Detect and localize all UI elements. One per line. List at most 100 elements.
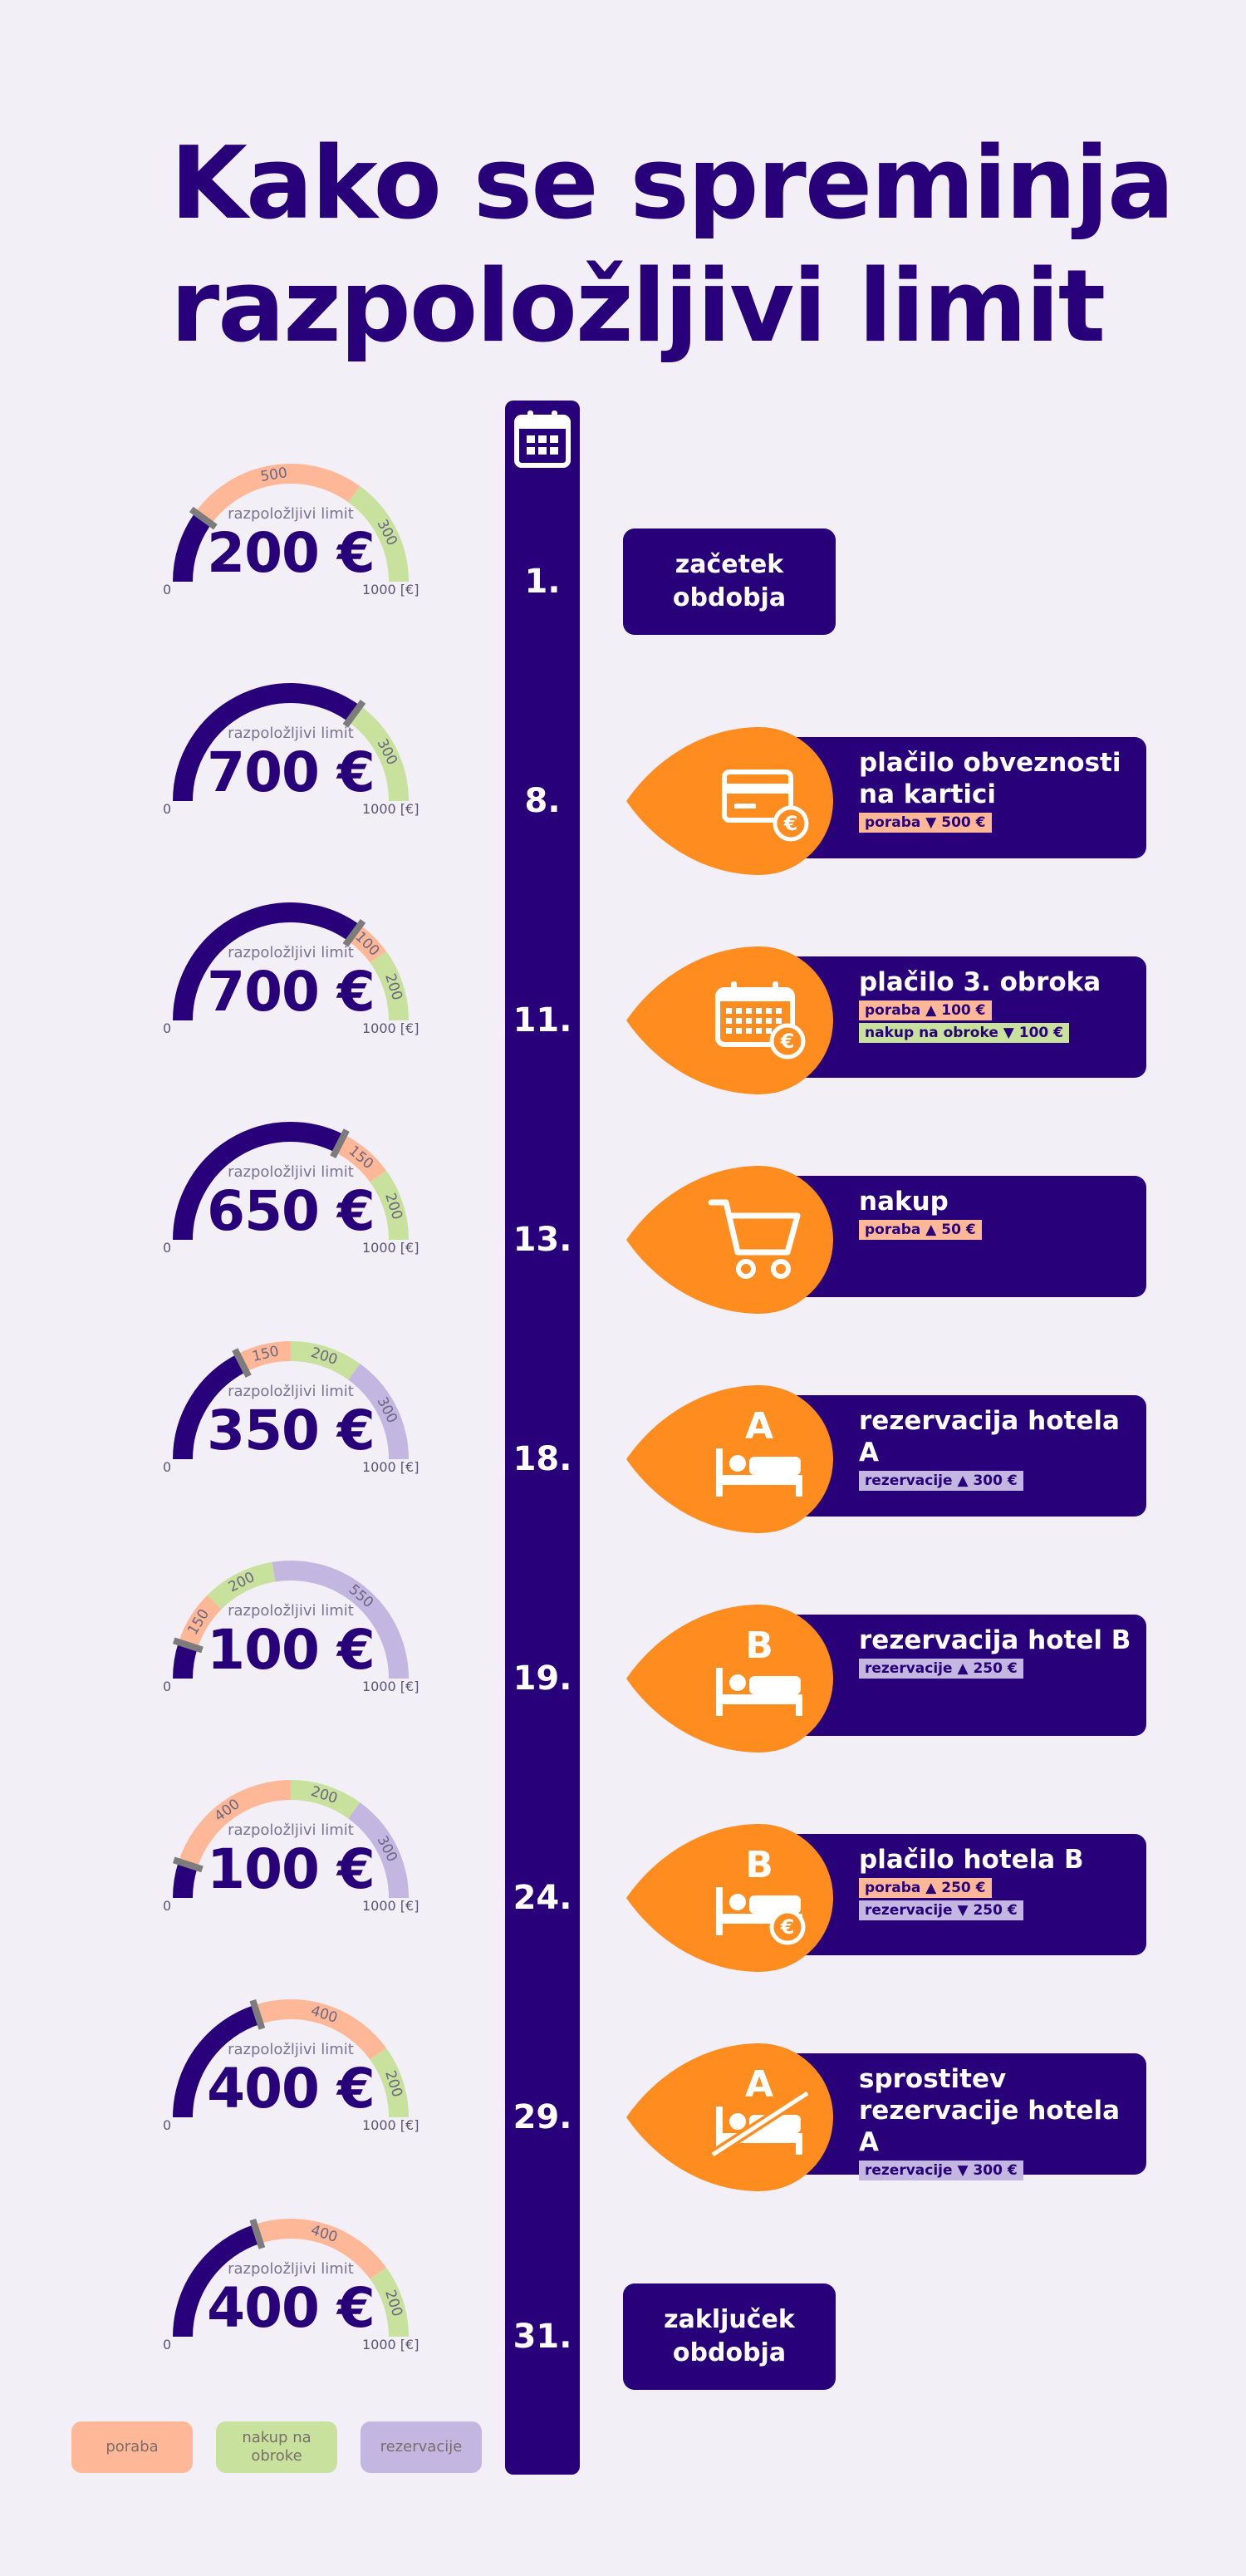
available-limit-value: 100 € xyxy=(207,1837,375,1901)
event-title: sprostitev rezervacije hotela A xyxy=(859,2063,1141,2158)
shopping-cart-icon xyxy=(626,1166,833,1314)
available-limit-value: 200 € xyxy=(207,521,375,585)
gauge-arc: 300 xyxy=(173,683,409,802)
limit-gauge: 400 200 300 razpoložljivi limit 100 € 0 1000 [… xyxy=(150,1773,449,1939)
gauge-segment-available xyxy=(173,512,212,583)
event-title-line: na kartici xyxy=(859,779,997,809)
event-title: plačilo hotela B xyxy=(859,1844,1141,1875)
gauge-needle xyxy=(342,918,366,947)
period-label-line: začetek xyxy=(675,550,784,579)
gauge-min-label: 0 xyxy=(163,801,172,817)
gauge-max-label: 1000 [€] xyxy=(362,2337,419,2352)
period-marker: začetek obdobja xyxy=(623,528,836,635)
gauge-segment-nakup_na_obroke xyxy=(348,705,409,802)
event-card xyxy=(782,1395,1146,1517)
gauge-segment-poraba xyxy=(254,1999,386,2060)
limit-gauge: 100 200 razpoložljivi limit 700 € 0 1000 [€] xyxy=(150,896,449,1062)
gauge-segment-label: 400 xyxy=(309,2003,340,2027)
gauge-segment-available xyxy=(173,1354,247,1460)
period-label-line: obdobja xyxy=(672,583,787,612)
available-limit-value: 400 € xyxy=(207,2057,375,2121)
gauge-segment-nakup_na_obroke xyxy=(290,1341,361,1380)
gauge-segment-nakup_na_obroke xyxy=(370,2048,409,2118)
limit-gauge: 500 300 razpoložljivi limit 200 € 0 1000 [€] xyxy=(150,457,449,623)
gauge-needle xyxy=(249,2218,266,2249)
gauge-segment-nakup_na_obroke xyxy=(290,1780,361,1819)
event-title-line: nakup xyxy=(859,1187,949,1217)
title-line-2: razpoložljivi limit xyxy=(170,249,1106,365)
event-card xyxy=(782,2053,1146,2175)
day-label: 24. xyxy=(513,1879,572,1917)
tag-row: rezervacije ▼ 300 € xyxy=(859,2158,1141,2180)
limit-gauge: 300 razpoložljivi limit 700 € 0 1000 [€] xyxy=(150,676,449,843)
gauge-segment-rezervacije xyxy=(272,1561,409,1679)
timeline-event: € plačilo 3. obroka poraba ▲ 100 € nakup na… xyxy=(625,941,1146,1099)
svg-text:€: € xyxy=(780,1915,795,1939)
tag-row: poraba ▼ 500 € xyxy=(859,810,1141,833)
available-limit-value: 350 € xyxy=(207,1399,375,1463)
event-title-line: rezervacija hotel B xyxy=(859,1625,1131,1655)
gauge-segment-rezervacije xyxy=(348,1364,409,1460)
gauge-segment-available xyxy=(173,1122,345,1241)
change-tag-rezervacije: rezervacije ▲ 250 € xyxy=(859,1659,1023,1679)
gauge-max-label: 1000 [€] xyxy=(362,582,419,597)
available-limit-value: 700 € xyxy=(207,960,375,1024)
tag-row: rezervacije ▲ 250 € xyxy=(859,1656,1141,1679)
change-tag-nakup_na_obroke: nakup na obroke ▼ 100 € xyxy=(859,1023,1069,1043)
event-text: rezervacija hotel B rezervacije ▲ 250 € xyxy=(859,1625,1141,1679)
event-title: rezervacija hotela A xyxy=(859,1405,1141,1468)
gauge-min-label: 0 xyxy=(163,1020,172,1036)
day-label: 11. xyxy=(513,1001,572,1040)
event-title-line: plačilo 3. obroka xyxy=(859,967,1101,997)
gauge-caption: razpoložljivi limit xyxy=(228,725,354,742)
event-text: plačilo hotela B poraba ▲ 250 € rezervacij… xyxy=(859,1844,1141,1920)
gauge-needle xyxy=(330,1128,350,1159)
gauge-max-label: 1000 [€] xyxy=(362,1459,419,1475)
gauge-segment-nakup_na_obroke xyxy=(370,951,409,1021)
event-text: rezervacija hotela A rezervacije ▲ 300 € xyxy=(859,1405,1141,1491)
gauge-max-label: 1000 [€] xyxy=(362,1240,419,1256)
event-title-line: plačilo hotela B xyxy=(859,1845,1084,1875)
limit-gauge: 150 200 550 razpoložljivi limit 100 € 0 1000 [… xyxy=(150,1554,449,1720)
available-limit-value: 100 € xyxy=(207,1618,375,1682)
limit-gauge: 150 200 300 razpoložljivi limit 350 € 0 1000 [… xyxy=(150,1335,449,1501)
event-text: nakup poraba ▲ 50 € xyxy=(859,1186,1141,1240)
change-tag-rezervacije: rezervacije ▼ 250 € xyxy=(859,1900,1023,1920)
available-limit-value: 650 € xyxy=(207,1179,375,1243)
gauge-min-label: 0 xyxy=(163,1679,172,1694)
gauge-segment-nakup_na_obroke xyxy=(348,486,409,583)
gauge-segment-available xyxy=(173,683,361,802)
gauge-segment-label: 200 xyxy=(309,1345,340,1369)
gauge-min-label: 0 xyxy=(163,2117,172,2133)
gauge-max-label: 1000 [€] xyxy=(362,801,419,817)
gauge-segment-poraba xyxy=(178,1780,292,1868)
gauge-caption: razpoložljivi limit xyxy=(228,2260,354,2278)
calendar-euro-icon: € xyxy=(626,946,833,1094)
change-tag-poraba: poraba ▲ 250 € xyxy=(859,1878,992,1898)
day-label: 1. xyxy=(524,563,561,601)
event-text: plačilo 3. obroka poraba ▲ 100 € nakup na … xyxy=(859,966,1141,1043)
change-tag-poraba: poraba ▲ 50 € xyxy=(859,1220,982,1240)
gauge-segment-poraba xyxy=(335,1134,386,1182)
legend-item-poraba: poraba xyxy=(71,2421,193,2473)
event-title-line: plačilo obveznosti xyxy=(859,748,1121,778)
hotel-letter: A xyxy=(745,1405,773,1448)
gauge-needle xyxy=(249,1998,266,2030)
change-tag-poraba: poraba ▲ 100 € xyxy=(859,1000,992,1020)
gauge-max-label: 1000 [€] xyxy=(362,1679,419,1694)
limit-gauge: 400 200 razpoložljivi limit 400 € 0 1000 [€] xyxy=(150,2212,449,2378)
legend-item-rezervacije: rezervacije xyxy=(361,2421,482,2473)
timeline-bar xyxy=(505,401,580,2475)
gauge-caption: razpoložljivi limit xyxy=(228,1821,354,1839)
period-marker: zaključek obdobja xyxy=(623,2283,836,2390)
credit-card-euro-icon: € xyxy=(626,727,833,875)
change-tag-poraba: poraba ▼ 500 € xyxy=(859,813,992,833)
gauge-segment-label: 200 xyxy=(309,1783,340,1807)
legend-item-nakup_na_obroke: nakup na obroke xyxy=(216,2421,337,2473)
gauge-caption: razpoložljivi limit xyxy=(228,944,354,961)
tag-row: rezervacije ▲ 300 € xyxy=(859,1468,1141,1491)
